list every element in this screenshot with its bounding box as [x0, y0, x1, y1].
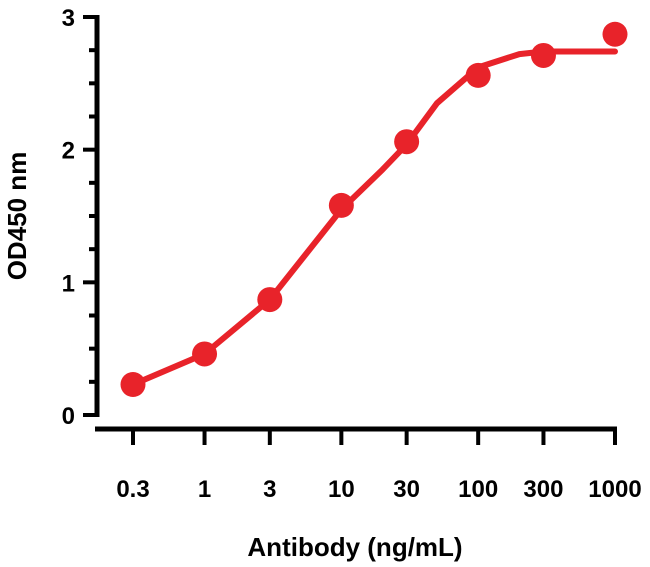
x-tick-label: 100 — [458, 476, 498, 503]
data-point — [394, 129, 420, 155]
x-tick-label: 300 — [523, 476, 563, 503]
data-point — [530, 42, 556, 68]
y-tick-label: 1 — [62, 270, 75, 297]
x-axis-title: Antibody (ng/mL) — [247, 532, 462, 562]
x-tick-label: 0.3 — [116, 476, 149, 503]
series — [120, 21, 628, 397]
y-tick-label: 2 — [62, 138, 75, 165]
y-tick-label: 3 — [62, 5, 75, 32]
x-tick-label: 30 — [393, 476, 420, 503]
fit-curve — [130, 48, 618, 388]
x-tick-label: 1000 — [588, 476, 641, 503]
y-axis-title: OD450 nm — [2, 152, 32, 281]
y-tick-label: 0 — [62, 403, 75, 430]
data-point — [192, 341, 218, 367]
data-point — [465, 62, 491, 88]
data-point — [120, 371, 146, 397]
x-tick-label: 10 — [328, 476, 355, 503]
data-point — [257, 287, 283, 313]
x-axis: 0.3 1 3 10 30 100 300 1000 — [95, 426, 642, 503]
x-tick-label: 3 — [263, 476, 276, 503]
y-axis: 0 1 2 3 — [62, 5, 100, 430]
data-point — [328, 192, 354, 218]
data-point — [602, 21, 628, 47]
x-tick-label: 1 — [198, 476, 211, 503]
